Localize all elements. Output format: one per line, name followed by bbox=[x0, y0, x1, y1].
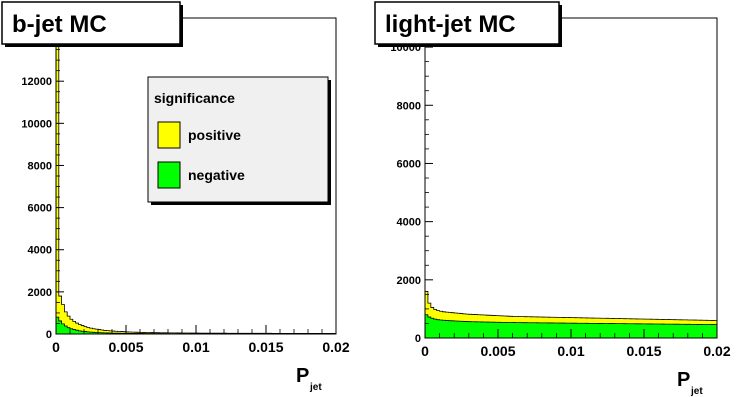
x-tick-label: 0.01 bbox=[182, 339, 209, 355]
y-tick-label: 8000 bbox=[397, 100, 421, 112]
x-axis-label: P bbox=[677, 369, 690, 391]
x-tick-label: 0.005 bbox=[108, 339, 143, 355]
chart-panel-light-jet: 0 2000 4000 6000 8000 10000 0 0.005 0.01 0.015 0.0… bbox=[373, 0, 746, 397]
chart-panel-b-jet: 0200040006000800010000120001400000.0050.… bbox=[1, 1, 350, 393]
y-tick-label: 10000 bbox=[21, 118, 52, 130]
x-tick-label: 0.02 bbox=[703, 343, 730, 359]
legend-swatch-1 bbox=[157, 161, 181, 189]
y-tick-label: 2000 bbox=[28, 287, 52, 299]
x-tick-label: 0 bbox=[52, 339, 60, 355]
chart-title: b-jet MC bbox=[12, 11, 107, 38]
chart-b-jet: 0200040006000800010000120001400000.0050.… bbox=[1, 1, 350, 393]
legend-label-1: negative bbox=[188, 167, 245, 183]
x-tick-label: 0.01 bbox=[557, 343, 584, 359]
y-tick-label: 12000 bbox=[21, 76, 52, 88]
chart-title: light-jet MC bbox=[385, 11, 516, 38]
legend-swatch-0 bbox=[157, 121, 181, 149]
y-tick-label: 8000 bbox=[28, 160, 52, 172]
x-axis-label-subscript: jet bbox=[690, 386, 703, 397]
y-tick-label: 2000 bbox=[397, 275, 421, 287]
x-tick-label: 0.015 bbox=[248, 339, 283, 355]
plot-area bbox=[425, 18, 717, 338]
y-tick-label: 0 bbox=[46, 329, 52, 341]
x-tick-label: 0.02 bbox=[322, 339, 349, 355]
x-axis-label-subscript: jet bbox=[309, 382, 322, 393]
x-tick-label: 0 bbox=[421, 343, 429, 359]
x-axis-label: P bbox=[296, 365, 309, 387]
y-tick-label: 4000 bbox=[28, 245, 52, 257]
y-tick-label: 4000 bbox=[397, 217, 421, 229]
series-positive bbox=[55, 28, 337, 335]
legend-label-0: positive bbox=[188, 127, 241, 143]
title-box bbox=[1, 1, 181, 45]
y-tick-label: 6000 bbox=[28, 203, 52, 215]
x-tick-label: 0.015 bbox=[626, 343, 661, 359]
x-tick-label: 0.005 bbox=[480, 343, 515, 359]
y-tick-label: 0 bbox=[415, 333, 421, 345]
y-tick-label: 6000 bbox=[397, 158, 421, 170]
title-box bbox=[374, 1, 560, 45]
legend-title: significance bbox=[154, 90, 235, 106]
